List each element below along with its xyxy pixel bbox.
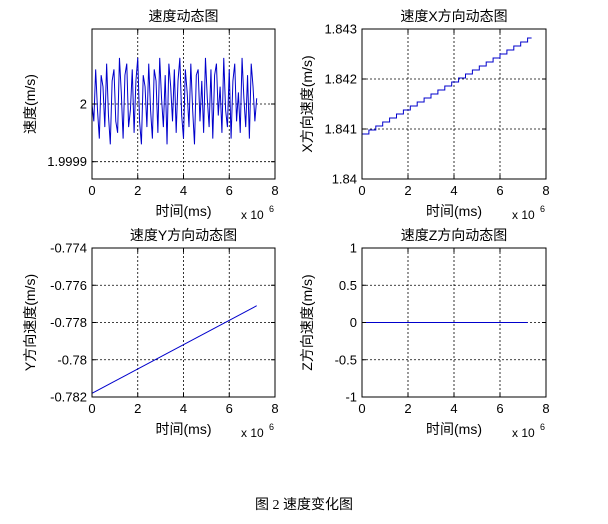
speed-x-y-axis-label: X方向速度(m/s) (299, 55, 315, 152)
speed-x-tick-label-0: 0 (88, 183, 95, 198)
speed-z-x-tick-label-2: 4 (450, 401, 457, 416)
speed-series-line-0 (91, 57, 258, 145)
figure-caption: 图 2 速度变化图 (255, 498, 353, 513)
speed-y-tick-label-1: 2 (80, 97, 87, 112)
speed-y-x-tick-label-4: 8 (271, 401, 278, 416)
speed-x-y-tick-label-2: 1.842 (324, 72, 357, 87)
speed-z-y-tick-label-1: -0.5 (335, 352, 357, 367)
speed-x-series-line-0 (362, 37, 532, 135)
speed-z-x-axis-label: 时间(ms) (426, 421, 482, 437)
speed-x-x-exponent-power: 6 (540, 204, 545, 214)
speed-x-chart-title: 速度X方向动态图 (400, 8, 507, 24)
speed-y-axis-label: 速度(m/s) (22, 74, 38, 134)
speed-y-y-tick-label-0: -0.782 (50, 390, 87, 405)
speed-y-chart-title: 速度Y方向动态图 (130, 227, 237, 243)
speed-y-y-tick-label-3: -0.776 (50, 278, 87, 293)
speed-x-exponent-label: x 10 (241, 208, 264, 222)
speed-x-plot-area (362, 29, 546, 179)
speed-x-tick-label-4: 8 (271, 183, 278, 198)
speed-y-y-axis-label: Y方向速度(m/s) (22, 274, 38, 371)
speed-y-series-line-0 (91, 305, 257, 394)
speed-z-x-tick-label-3: 6 (496, 401, 503, 416)
speed-y-x-tick-label-2: 4 (180, 401, 187, 416)
speed-plot-area (92, 29, 275, 179)
speed-y-plot-area (92, 248, 275, 397)
speed-z-y-tick-label-0: -1 (345, 390, 357, 405)
speed-y-y-tick-label-2: -0.778 (50, 315, 87, 330)
speed-y-y-tick-label-1: -0.78 (57, 352, 87, 367)
speed-z-x-exponent-label: x 10 (512, 426, 535, 440)
speed-y-x-exponent-power: 6 (269, 422, 274, 432)
speed-x-axis-label: 时间(ms) (156, 203, 212, 219)
speed-z-y-tick-label-3: 0.5 (339, 278, 357, 293)
speed-x-tick-label-2: 4 (180, 183, 187, 198)
speed-z-x-tick-label-0: 0 (358, 401, 365, 416)
speed-z-chart-title: 速度Z方向动态图 (401, 227, 508, 243)
speed-z-y-tick-label-4: 1 (350, 241, 357, 256)
speed-x-y-tick-label-3: 1.843 (324, 22, 357, 37)
speed-x-x-tick-label-0: 0 (358, 183, 365, 198)
speed-chart-title: 速度动态图 (149, 8, 219, 24)
speed-z-x-tick-label-4: 8 (542, 401, 549, 416)
speed-y-chart: 0 2 4 6 8 -0.782 -0.78 -0.778 -0.776 -0.774 速度Y方向动… (22, 227, 279, 440)
speed-x-x-tick-label-4: 8 (542, 183, 549, 198)
speed-x-exponent-power: 6 (269, 204, 274, 214)
speed-z-y-tick-label-2: 0 (350, 315, 357, 330)
speed-y-y-tick-label-4: -0.774 (50, 241, 87, 256)
speed-y-x-tick-label-1: 2 (134, 401, 141, 416)
speed-z-y-axis-label: Z方向速度(m/s) (299, 274, 315, 370)
speed-x-x-tick-label-1: 2 (404, 183, 411, 198)
speed-y-x-tick-label-0: 0 (88, 401, 95, 416)
speed-x-tick-label-3: 6 (226, 183, 233, 198)
speed-y-x-tick-label-3: 6 (226, 401, 233, 416)
speed-x-tick-label-1: 2 (134, 183, 141, 198)
speed-x-x-exponent-label: x 10 (512, 208, 535, 222)
speed-y-tick-label-0: 1.9999 (47, 154, 87, 169)
speed-z-x-exponent-power: 6 (540, 422, 545, 432)
speed-x-y-tick-label-1: 1.841 (324, 122, 357, 137)
speed-y-x-axis-label: 时间(ms) (156, 421, 212, 437)
speed-x-x-axis-label: 时间(ms) (426, 203, 482, 219)
speed-z-x-tick-label-1: 2 (404, 401, 411, 416)
speed-x-y-tick-label-0: 1.84 (332, 172, 357, 187)
speed-y-x-exponent-label: x 10 (241, 426, 264, 440)
speed-x-x-tick-label-3: 6 (496, 183, 503, 198)
speed-x-x-tick-label-2: 4 (450, 183, 457, 198)
